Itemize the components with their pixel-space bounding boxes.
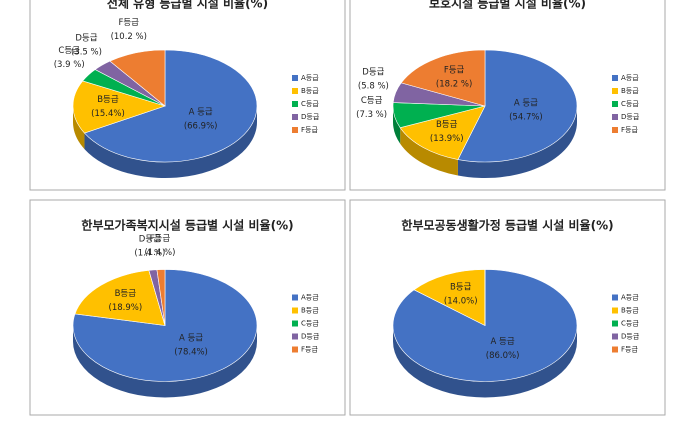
- slice-side: [73, 106, 85, 150]
- slice-side: [393, 325, 577, 398]
- legend-label: D등급: [621, 113, 640, 121]
- legend-label: B등급: [621, 307, 639, 315]
- slice-side: [457, 106, 577, 178]
- legend-swatch: [292, 333, 298, 340]
- legend-swatch: [292, 114, 298, 120]
- pie-slice: [399, 105, 486, 160]
- pie-slice: [109, 49, 166, 107]
- legend-label: F등급: [301, 346, 318, 354]
- legend-label: C등급: [301, 320, 319, 328]
- value-label: (14.0%): [444, 297, 478, 307]
- pie-slice: [400, 49, 486, 107]
- legend-swatch: [292, 307, 298, 314]
- legend-label: D등급: [301, 333, 320, 341]
- value-label: (54.7%): [509, 112, 543, 122]
- value-label: (7.3 %): [356, 110, 387, 120]
- legend-swatch: [612, 127, 618, 133]
- legend-swatch: [292, 346, 298, 353]
- slice-label: A 등급: [491, 337, 515, 347]
- chart-panel: 한부모공동생활가정 등급별 시설 비율(%) A 등급 (86.0%) B등급 (14.…: [349, 199, 666, 416]
- legend-swatch: [612, 114, 618, 120]
- slice-side: [400, 127, 458, 176]
- legend-label: B등급: [301, 307, 319, 315]
- slice-label: A 등급: [514, 98, 538, 108]
- legend-label: D등급: [621, 333, 640, 341]
- legend-label: C등급: [621, 320, 639, 328]
- slice-label: D등급: [75, 33, 97, 43]
- legend-label: F등급: [621, 346, 638, 354]
- legend-label: B등급: [301, 87, 319, 95]
- legend-swatch: [292, 88, 298, 94]
- pie-slice: [83, 49, 258, 163]
- value-label: (10.2 %): [111, 32, 147, 42]
- legend-label: F등급: [621, 126, 638, 134]
- slice-label: B등급: [436, 120, 458, 130]
- slice-label: A 등급: [189, 107, 213, 117]
- value-label: (13.9%): [430, 134, 464, 144]
- legend-label: A등급: [621, 294, 639, 302]
- legend-swatch: [612, 346, 618, 353]
- value-label: (3.9 %): [54, 60, 85, 70]
- slice-label: F등급: [444, 65, 465, 75]
- legend-swatch: [612, 88, 618, 94]
- legend-swatch: [292, 320, 298, 327]
- pie-slice: [457, 49, 578, 163]
- legend-swatch: [612, 294, 618, 301]
- legend-swatch: [292, 127, 298, 133]
- legend-swatch: [292, 75, 298, 81]
- value-label: (86.0%): [486, 351, 520, 361]
- slice-label: C등급: [361, 96, 383, 106]
- legend-swatch: [612, 101, 618, 107]
- legend-label: F등급: [301, 126, 318, 134]
- legend-label: C등급: [301, 100, 319, 108]
- chart-panel: 전체 유형 등급별 시설 비율(%) A 등급 (66.9%) B등급 (15.4%) C…: [29, 0, 346, 191]
- pie-slice: [413, 269, 486, 326]
- slice-side: [73, 325, 257, 398]
- legend-label: A등급: [301, 74, 319, 82]
- slice-label: D등급: [139, 235, 161, 245]
- legend-label: A등급: [621, 74, 639, 82]
- chart-title: 전체 유형 등급별 시설 비율(%): [107, 0, 268, 11]
- chart-title: 한부모가족복지시설 등급별 시설 비율(%): [81, 218, 293, 233]
- pie-slice: [72, 80, 166, 134]
- slice-label: B등급: [115, 289, 137, 299]
- legend-label: D등급: [301, 113, 320, 121]
- legend-label: A등급: [301, 294, 319, 302]
- value-label: (3.5 %): [71, 47, 102, 57]
- slice-label: B등급: [450, 283, 472, 293]
- legend-swatch: [612, 320, 618, 327]
- slice-side: [84, 106, 257, 179]
- slice-label: D등급: [362, 68, 384, 78]
- chart-panel: 보호시설 등급별 시설 비율(%) A 등급 (54.7%) B등급 (13.9%) C등…: [349, 0, 666, 191]
- value-label: (18.2 %): [436, 79, 472, 89]
- legend-swatch: [292, 294, 298, 301]
- slice-side: [393, 106, 401, 144]
- slice-label: A 등급: [179, 334, 203, 344]
- value-label: (15.4%): [91, 109, 125, 119]
- legend-swatch: [612, 307, 618, 314]
- value-label: (1.4 %): [134, 249, 165, 259]
- slice-label: C등급: [58, 46, 80, 56]
- legend-label: B등급: [621, 87, 639, 95]
- slice-label: F등급: [118, 18, 139, 28]
- value-label: (1.4 %): [144, 248, 175, 258]
- chart-panel: 한부모가족복지시설 등급별 시설 비율(%) A 등급 (78.4%) B등급 (18.…: [29, 199, 346, 416]
- legend-swatch: [292, 101, 298, 107]
- slice-label: B등급: [97, 95, 119, 105]
- pie-slice: [156, 269, 166, 326]
- value-label: (5.8 %): [358, 82, 389, 92]
- chart-title: 한부모공동생활가정 등급별 시설 비율(%): [401, 218, 613, 233]
- value-label: (18.9%): [109, 303, 143, 313]
- value-label: (78.4%): [174, 348, 208, 358]
- legend-swatch: [612, 333, 618, 340]
- pie-slice: [392, 269, 578, 382]
- chart-title: 보호시설 등급별 시설 비율(%): [429, 0, 586, 11]
- slice-label: F등급: [150, 234, 171, 244]
- legend-label: C등급: [621, 100, 639, 108]
- pie-slice: [74, 270, 166, 326]
- legend-swatch: [612, 75, 618, 81]
- value-label: (66.9%): [184, 121, 218, 131]
